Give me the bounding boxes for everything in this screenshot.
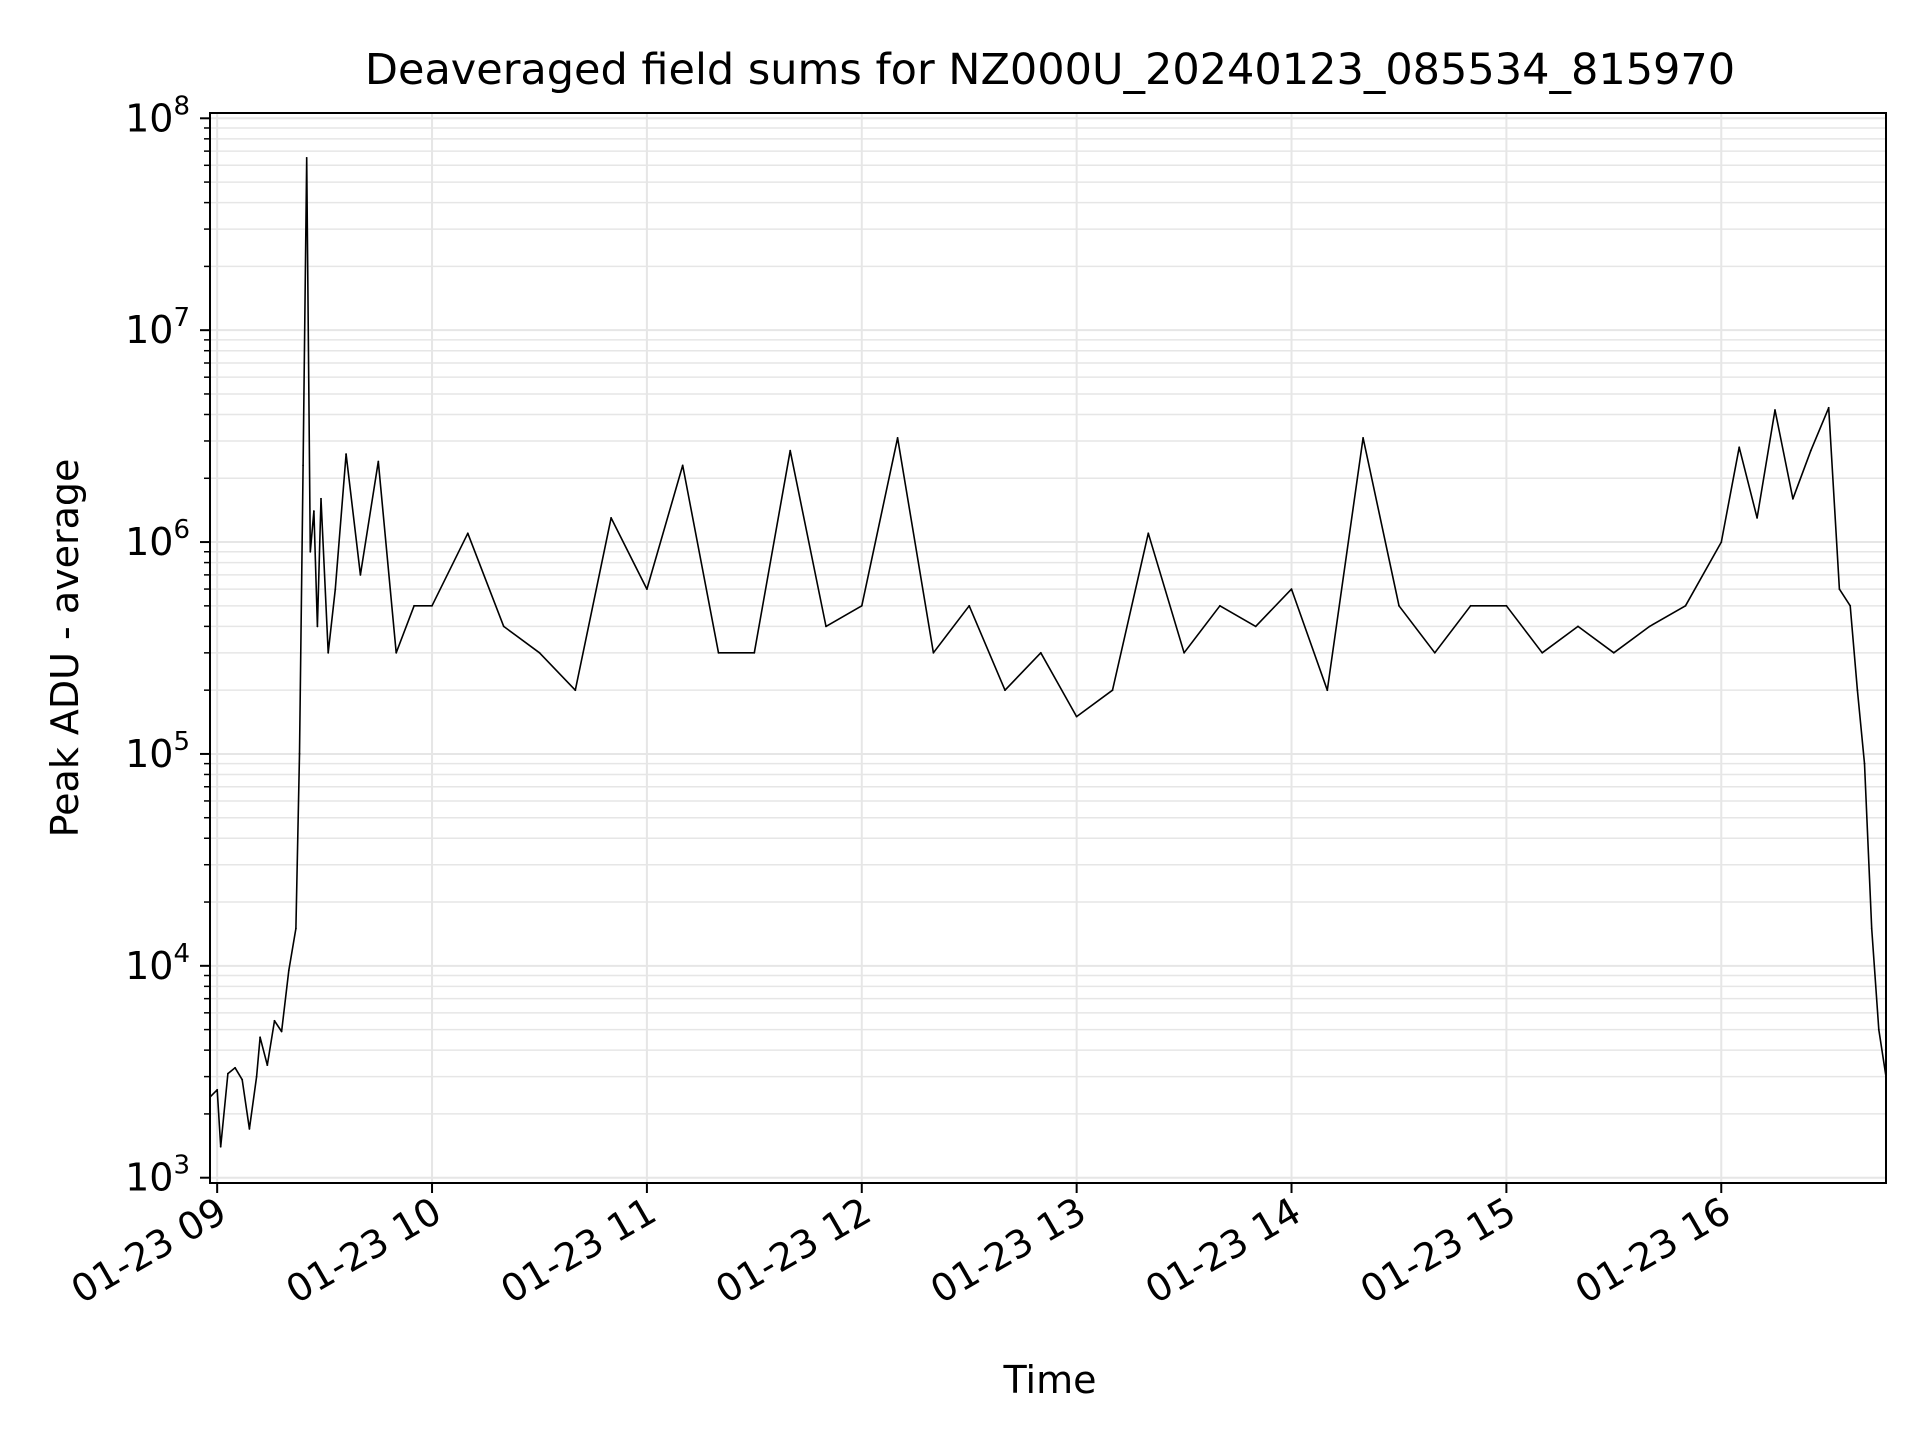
data-point bbox=[610, 517, 612, 519]
data-point bbox=[1648, 625, 1651, 628]
data-point bbox=[248, 1128, 251, 1130]
data-point bbox=[327, 651, 330, 654]
data-point bbox=[574, 689, 577, 692]
data-point bbox=[825, 625, 827, 628]
data-point bbox=[1756, 517, 1758, 519]
data-point bbox=[334, 588, 337, 590]
data-point bbox=[1856, 689, 1859, 692]
data-point bbox=[789, 449, 792, 452]
data-point bbox=[1219, 604, 1221, 607]
data-point bbox=[1111, 689, 1114, 692]
y-tick-label: 105 bbox=[125, 727, 190, 776]
y-tick-label: 107 bbox=[125, 303, 190, 352]
data-point bbox=[259, 1036, 261, 1039]
data-point bbox=[1433, 651, 1436, 654]
data-point bbox=[1541, 651, 1544, 654]
y-tick-label: 108 bbox=[125, 91, 190, 140]
data-point bbox=[1004, 689, 1006, 692]
data-point bbox=[646, 588, 648, 590]
data-point bbox=[305, 157, 308, 159]
y-tick-label: 103 bbox=[125, 1151, 190, 1200]
data-point bbox=[298, 753, 301, 755]
y-axis-label: Peak ADU - average bbox=[43, 459, 87, 838]
data-point bbox=[345, 453, 347, 455]
data-point bbox=[266, 1064, 269, 1066]
data-point bbox=[216, 1088, 219, 1091]
data-point bbox=[273, 1019, 276, 1022]
data-point bbox=[1039, 651, 1042, 654]
data-point bbox=[359, 574, 362, 576]
data-point bbox=[932, 651, 935, 654]
data-point bbox=[1849, 604, 1852, 607]
data-point bbox=[1183, 651, 1185, 654]
data-point bbox=[302, 464, 304, 467]
data-point bbox=[1254, 625, 1257, 628]
data-point bbox=[287, 969, 290, 972]
data-point bbox=[896, 437, 899, 439]
chart-title: Deaveraged field sums for NZ000U_2024012… bbox=[365, 45, 1735, 95]
data-point bbox=[1827, 406, 1830, 409]
data-point bbox=[280, 1030, 283, 1033]
data-point bbox=[538, 651, 541, 654]
data-point bbox=[413, 604, 415, 607]
data-point bbox=[1398, 604, 1400, 607]
y-tick-label: 104 bbox=[125, 939, 190, 988]
grid bbox=[210, 113, 1886, 1183]
data-point bbox=[1720, 541, 1723, 543]
data-point bbox=[717, 651, 720, 654]
data-point bbox=[1792, 497, 1794, 500]
x-axis-label: Time bbox=[1003, 1358, 1097, 1402]
data-point bbox=[431, 604, 433, 607]
data-point bbox=[234, 1066, 237, 1069]
data-point bbox=[1877, 1028, 1880, 1031]
data-point bbox=[753, 651, 756, 654]
data-point bbox=[968, 604, 971, 607]
data-point bbox=[1838, 588, 1841, 590]
series-line bbox=[209, 157, 1887, 1148]
data-point bbox=[1577, 625, 1579, 628]
data-point bbox=[1809, 449, 1812, 452]
data-point bbox=[309, 550, 312, 553]
data-point bbox=[255, 1075, 258, 1078]
data-point bbox=[1326, 689, 1329, 692]
data-point bbox=[295, 927, 297, 930]
data-point bbox=[1863, 762, 1866, 765]
data-point bbox=[1684, 604, 1687, 607]
data-point bbox=[377, 460, 380, 463]
data-point bbox=[860, 604, 863, 607]
data-point bbox=[1505, 604, 1508, 607]
y-tick-label: 106 bbox=[125, 515, 190, 564]
data-point bbox=[320, 497, 322, 500]
data-point bbox=[227, 1072, 229, 1075]
series-layer bbox=[209, 157, 1887, 1148]
data-point bbox=[1870, 927, 1873, 930]
data-point bbox=[1774, 409, 1776, 411]
plot-frame bbox=[209, 112, 1887, 1184]
data-point bbox=[1362, 437, 1364, 439]
data-point bbox=[241, 1078, 244, 1081]
data-point bbox=[395, 651, 398, 654]
data-point bbox=[681, 464, 684, 467]
data-point bbox=[1075, 715, 1078, 718]
data-point bbox=[1147, 532, 1150, 535]
data-point bbox=[1738, 446, 1741, 449]
data-point bbox=[502, 625, 505, 628]
data-point bbox=[313, 510, 315, 512]
data-point bbox=[219, 1145, 222, 1148]
data-point bbox=[316, 625, 319, 628]
data-point bbox=[1469, 604, 1472, 607]
data-point bbox=[466, 532, 469, 535]
data-point bbox=[1612, 651, 1615, 654]
data-point bbox=[1290, 588, 1293, 590]
